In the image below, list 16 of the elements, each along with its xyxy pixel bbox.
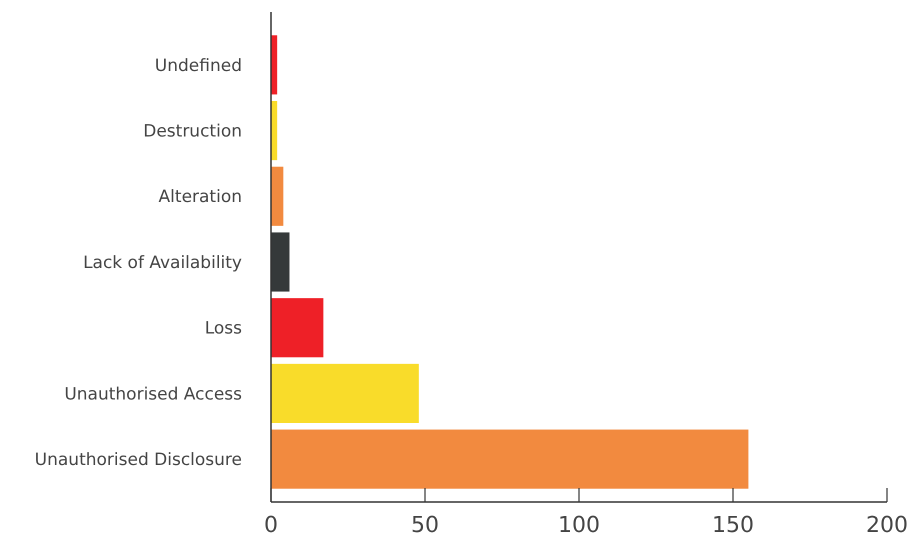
x-tick-label: 100 [558,513,600,536]
y-tick-label: Unauthorised Disclosure [34,450,242,470]
bar [271,166,284,226]
x-tick-label: 0 [264,513,278,536]
x-tick-label: 50 [411,513,439,536]
y-tick-label: Lack of Availability [83,252,242,273]
bar [271,430,748,489]
y-tick-label: Destruction [143,122,242,142]
x-tick-label: 200 [866,513,908,536]
y-tick-label: Unauthorised Access [64,384,242,404]
y-tick-label: Undefined [154,56,242,76]
y-tick-label: Loss [204,318,242,339]
x-tick-label: 150 [712,513,754,536]
bar [271,298,324,358]
bar [271,364,419,423]
y-tick-label: Alteration [158,187,242,208]
